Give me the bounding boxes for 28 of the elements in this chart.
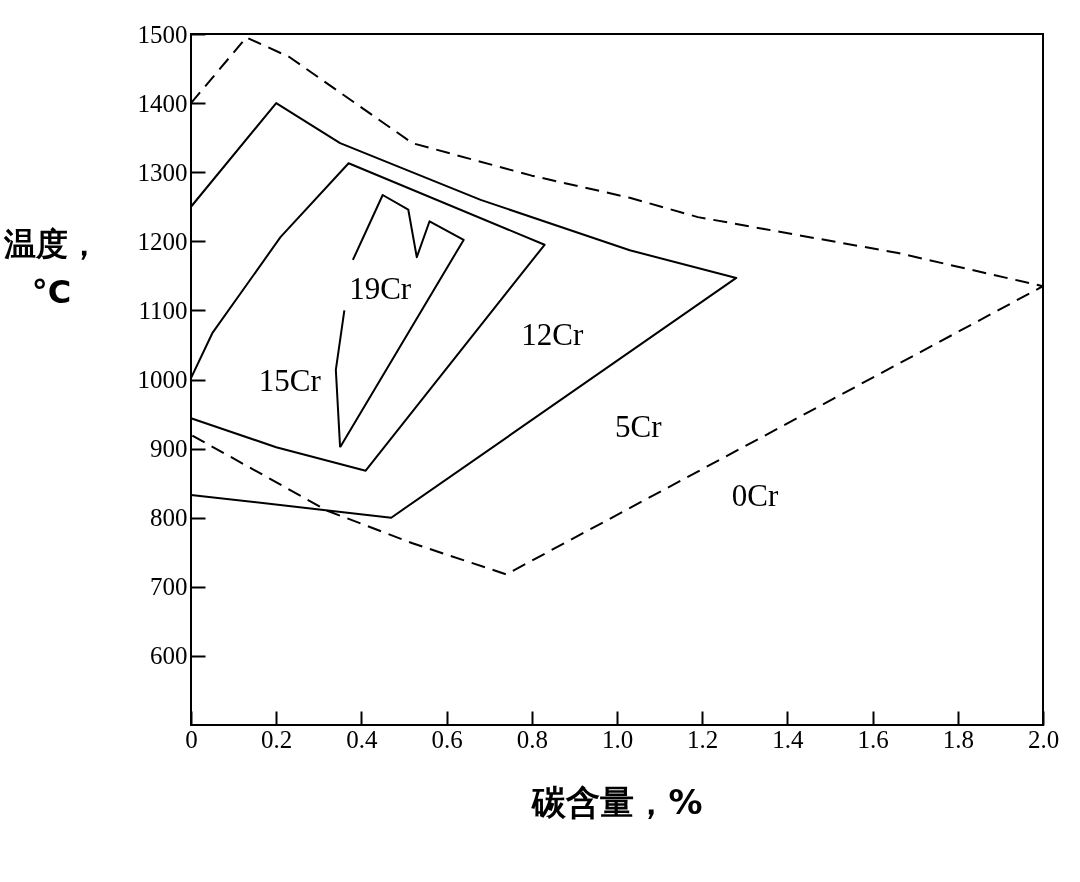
y-tick-label: 1100	[138, 296, 188, 324]
x-tick-label: 1.8	[942, 725, 974, 753]
x-axis-title: 碳含量，%	[531, 781, 703, 822]
y-tick-label: 800	[150, 504, 188, 532]
x-tick-label: 1.0	[601, 725, 634, 753]
x-tick-label: 0.4	[346, 725, 379, 753]
y-tick-label: 1400	[137, 89, 188, 117]
x-tick-label: 0.6	[431, 725, 463, 753]
y-tick-label: 1000	[137, 366, 188, 393]
x-tick-label: 2.0	[1027, 725, 1060, 753]
y-tick-label: 700	[150, 573, 188, 601]
annotation: 15Cr	[258, 363, 322, 399]
x-tick-label: 0	[185, 725, 198, 753]
y-axis-title: 温度，°C	[2, 224, 100, 311]
x-tick-label: 1.4	[772, 725, 805, 753]
annotation: 19Cr	[349, 270, 412, 306]
annotation: 12Cr	[521, 316, 584, 352]
annotation: 5Cr	[615, 408, 663, 444]
annotation: 0Cr	[731, 477, 779, 513]
y-tick-label: 600	[150, 642, 188, 670]
x-tick-label: 0.8	[516, 725, 548, 753]
x-tick-label: 1.2	[687, 725, 719, 753]
y-tick-label: 900	[150, 435, 188, 463]
x-tick-label: 1.6	[857, 725, 889, 753]
y-tick-label: 1200	[137, 227, 188, 255]
y-tick-label: 1300	[137, 158, 188, 186]
y-tick-label: 1500	[137, 20, 188, 48]
x-tick-label: 0.2	[261, 725, 293, 753]
